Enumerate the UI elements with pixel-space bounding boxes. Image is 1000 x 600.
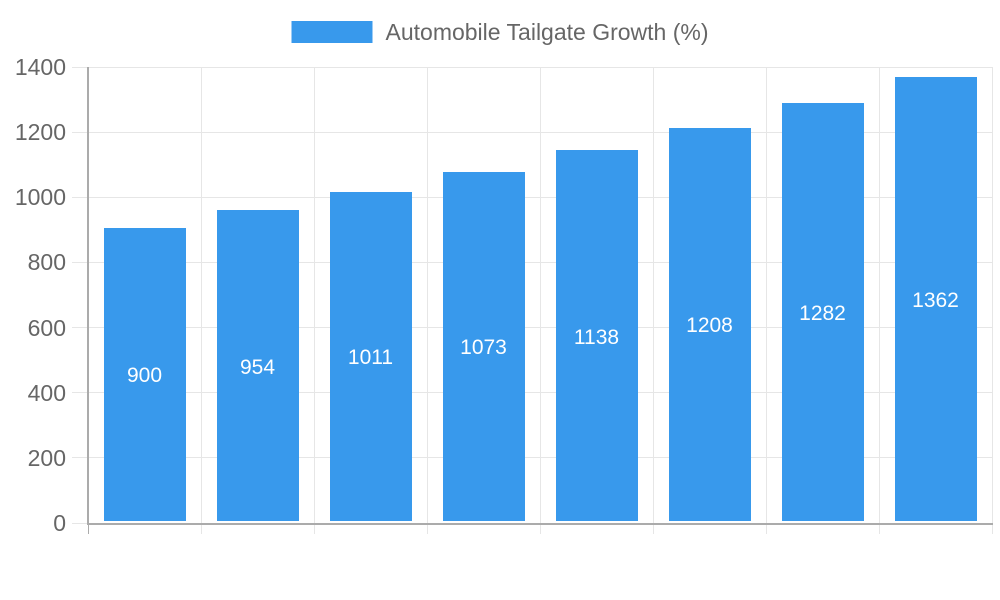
x-gridline [539,67,541,523]
x-axis-tick [765,525,767,534]
y-axis-line [87,67,89,525]
x-axis-tick [426,525,428,534]
plot-area: 900 954 1011 1073 1138 1208 1282 1362 [72,66,993,534]
x-axis-tick [200,525,202,534]
bar[interactable] [781,103,864,521]
y-axis-tick-label: 200 [27,444,66,471]
legend-swatch[interactable] [291,21,373,43]
x-axis-tick [87,525,89,534]
x-gridline [878,67,880,523]
bar-value-label: 1138 [573,325,620,349]
legend: Automobile Tailgate Growth (%) [291,19,709,45]
y-axis-tick-label: 1000 [14,184,66,211]
x-gridline [426,67,428,523]
y-axis-tick [72,261,88,263]
y-axis-tick [72,327,88,329]
y-axis-tick [72,131,88,133]
x-axis-tick [539,525,541,534]
y-axis-tick [72,457,88,459]
y-axis-tick-label: 1200 [14,119,66,146]
bar[interactable] [555,150,638,521]
bar-value-label: 1362 [912,289,959,313]
y-axis-tick [72,196,88,198]
legend-label[interactable]: Automobile Tailgate Growth (%) [385,19,709,45]
bar[interactable] [329,191,412,521]
y-axis-tick-label: 600 [27,314,66,341]
bar-value-label: 1208 [686,314,733,338]
x-axis-tick [313,525,315,534]
y-axis-tick [72,522,88,524]
x-gridline [765,67,767,523]
bar[interactable] [216,210,299,521]
bar[interactable] [668,127,751,521]
bar-value-label: 1073 [460,336,507,360]
x-gridline [200,67,202,523]
y-axis-tick [72,392,88,394]
x-axis-line [87,523,993,525]
bar-value-label: 1282 [799,302,846,326]
y-axis-tick [72,66,88,68]
x-gridline [313,67,315,523]
bar-value-label: 954 [239,355,276,379]
bar[interactable] [103,227,186,521]
x-axis-tick [652,525,654,534]
y-axis-tick-label: 400 [27,379,66,406]
bar[interactable] [442,171,525,521]
x-gridline [991,67,993,523]
y-axis-tick-label: 0 [53,510,66,536]
bar[interactable] [894,77,977,521]
y-axis-tick-label: 1400 [14,54,66,80]
y-axis-tick-label: 800 [27,249,66,276]
bar-value-label: 1011 [347,346,394,370]
bar-value-label: 900 [126,364,163,388]
x-axis-tick [991,525,993,534]
x-axis-tick [878,525,880,534]
x-gridline [652,67,654,523]
